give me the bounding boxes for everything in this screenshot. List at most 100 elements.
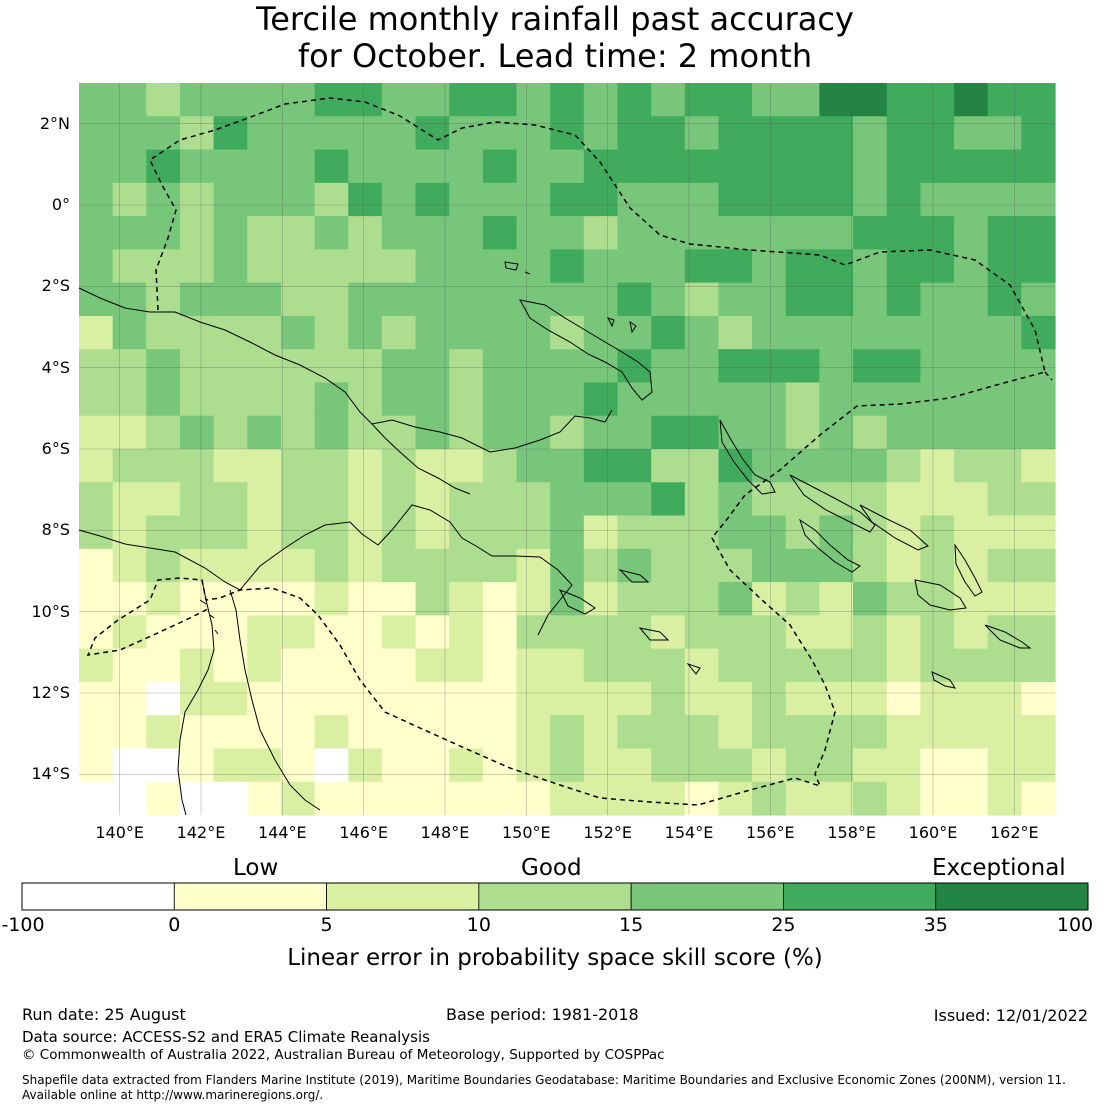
skill-cell bbox=[146, 681, 181, 716]
skill-cell bbox=[449, 515, 484, 550]
rennell bbox=[931, 671, 957, 689]
skill-cell bbox=[1021, 216, 1056, 250]
skill-cell bbox=[886, 748, 921, 783]
skill-cell bbox=[718, 116, 753, 151]
skill-cell bbox=[146, 315, 181, 350]
skill-cell bbox=[449, 382, 484, 417]
skill-cell bbox=[651, 216, 686, 250]
skill-cell bbox=[79, 282, 114, 317]
skill-cell bbox=[112, 681, 147, 716]
colorbar-title: Linear error in probability space skill … bbox=[287, 945, 823, 971]
skill-cell bbox=[213, 282, 248, 317]
skill-cell bbox=[819, 83, 854, 117]
skill-cell bbox=[651, 182, 686, 217]
skill-cell bbox=[381, 648, 417, 683]
skill-cell bbox=[684, 615, 720, 650]
skill-cell bbox=[314, 382, 349, 417]
skill-cell bbox=[651, 116, 686, 151]
skill-cell bbox=[79, 615, 114, 650]
skill-cell bbox=[853, 449, 888, 483]
skill-cell bbox=[415, 282, 450, 317]
skill-cell bbox=[348, 216, 383, 250]
skill-cell bbox=[112, 482, 147, 517]
skill-cell bbox=[954, 515, 989, 550]
coastlines bbox=[78, 261, 1032, 816]
skill-cell bbox=[79, 681, 114, 716]
skill-cell bbox=[886, 315, 921, 350]
skill-cell bbox=[617, 515, 652, 550]
skill-cell bbox=[79, 315, 114, 350]
skill-cell bbox=[583, 216, 619, 250]
skill-cell bbox=[112, 282, 147, 317]
skill-cell bbox=[785, 781, 821, 816]
skill-cell bbox=[752, 249, 787, 284]
skill-cell bbox=[179, 515, 215, 550]
skill-cell bbox=[314, 415, 349, 450]
skill-cell bbox=[348, 748, 383, 783]
skill-cell bbox=[482, 282, 518, 317]
skill-cell bbox=[752, 582, 787, 616]
skill-cell bbox=[247, 582, 282, 616]
skill-cell bbox=[381, 748, 417, 783]
solomon-island-2 bbox=[799, 518, 861, 573]
skill-cell bbox=[752, 781, 787, 816]
skill-cell bbox=[1021, 382, 1056, 417]
skill-cell bbox=[79, 449, 114, 483]
skill-cell bbox=[819, 116, 854, 151]
new-ireland bbox=[719, 419, 776, 495]
skill-cell bbox=[213, 83, 248, 117]
skill-cell bbox=[718, 83, 753, 117]
lon-label: 156°E bbox=[746, 823, 795, 842]
skill-cell bbox=[247, 315, 282, 350]
skill-cell bbox=[381, 116, 417, 151]
skill-cell bbox=[348, 382, 383, 417]
skill-cell bbox=[415, 748, 450, 783]
skill-cell bbox=[617, 249, 652, 284]
skill-cell bbox=[79, 415, 114, 450]
skill-cell bbox=[651, 249, 686, 284]
skill-cell bbox=[954, 149, 989, 184]
skill-cell bbox=[516, 349, 551, 384]
skill-cell bbox=[550, 681, 585, 716]
skill-cell bbox=[684, 249, 720, 284]
skill-cell bbox=[718, 149, 753, 184]
skill-cell bbox=[280, 116, 316, 151]
skill-cell bbox=[684, 382, 720, 417]
skill-cell bbox=[516, 116, 551, 151]
skill-cell bbox=[651, 748, 686, 783]
skill-cell bbox=[886, 149, 921, 184]
skill-cell bbox=[987, 415, 1022, 450]
colorbar-tick-label: 35 bbox=[923, 914, 948, 936]
skill-cell bbox=[314, 349, 349, 384]
skill-cell bbox=[247, 349, 282, 384]
skill-cell bbox=[280, 83, 316, 117]
skill-cell bbox=[718, 515, 753, 550]
skill-cell bbox=[348, 548, 383, 583]
skill-cell bbox=[146, 83, 181, 117]
skill-cell bbox=[381, 182, 417, 217]
skill-cell bbox=[819, 681, 854, 716]
skill-cell bbox=[1021, 715, 1056, 750]
skill-cell bbox=[684, 315, 720, 350]
skill-cell bbox=[684, 681, 720, 716]
skill-cell bbox=[247, 149, 282, 184]
skill-cell bbox=[449, 216, 484, 250]
skill-cell bbox=[482, 715, 518, 750]
skill-cell bbox=[987, 315, 1022, 350]
skill-cell bbox=[516, 149, 551, 184]
skill-cell bbox=[886, 249, 921, 284]
skill-cell bbox=[482, 216, 518, 250]
skill-cell bbox=[213, 182, 248, 217]
skill-cell bbox=[920, 216, 955, 250]
skill-cell bbox=[954, 249, 989, 284]
skill-cell bbox=[819, 648, 854, 683]
skill-cell bbox=[415, 449, 450, 483]
chart-title-line-1: Tercile monthly rainfall past accuracy bbox=[256, 0, 854, 38]
skill-cell bbox=[684, 349, 720, 384]
skill-grid bbox=[79, 83, 1056, 816]
skill-cell bbox=[482, 83, 518, 117]
skill-cell bbox=[853, 249, 888, 284]
colorbar-segment bbox=[21, 882, 175, 911]
skill-cell bbox=[314, 482, 349, 517]
skill-cell bbox=[146, 216, 181, 250]
